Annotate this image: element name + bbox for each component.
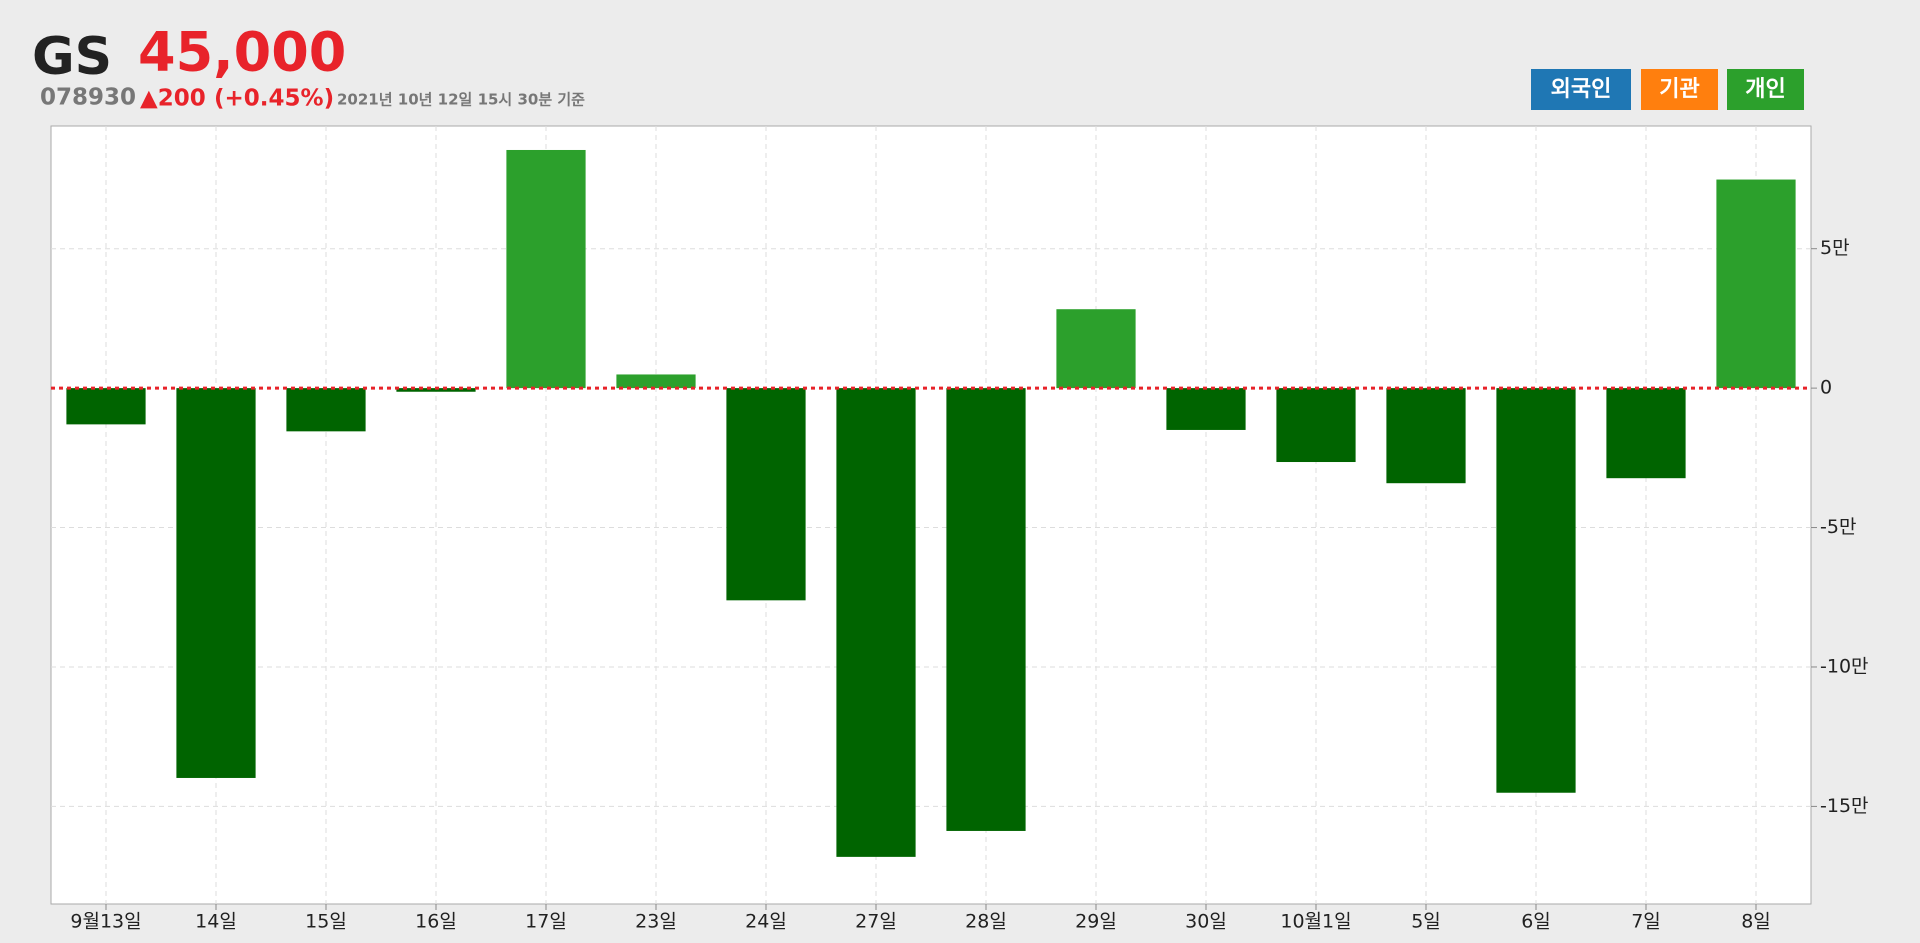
timestamp: 2021년 10년 12일 15시 30분 기준 bbox=[337, 91, 585, 109]
stock-code: 078930 bbox=[40, 85, 136, 111]
x-tick-label: 7일 bbox=[1631, 911, 1661, 933]
bar bbox=[396, 388, 476, 392]
x-tick-label: 10월1일 bbox=[1280, 911, 1351, 933]
legend-button-label[interactable]: 개인 bbox=[1745, 77, 1785, 102]
x-tick-label: 23일 bbox=[635, 911, 677, 933]
x-tick-label: 6일 bbox=[1521, 911, 1551, 933]
x-tick-label: 14일 bbox=[195, 911, 237, 933]
bar bbox=[616, 374, 696, 389]
x-tick-label: 28일 bbox=[965, 911, 1007, 933]
bar bbox=[66, 388, 146, 425]
bar bbox=[1386, 388, 1466, 484]
x-tick-label: 17일 bbox=[525, 911, 567, 933]
legend-button-label[interactable]: 기관 bbox=[1659, 77, 1699, 102]
x-tick-label: 30일 bbox=[1185, 911, 1227, 933]
price-change: ▲200 bbox=[140, 86, 206, 112]
bar bbox=[1496, 388, 1576, 793]
bar bbox=[176, 388, 256, 778]
x-tick-label: 24일 bbox=[745, 911, 787, 933]
bar bbox=[286, 388, 366, 432]
x-tick-label: 5일 bbox=[1411, 911, 1441, 933]
y-tick-label: 0 bbox=[1820, 377, 1832, 399]
x-tick-label: 27일 bbox=[855, 911, 897, 933]
stock-name: GS bbox=[32, 27, 112, 87]
bar bbox=[726, 388, 806, 601]
legend-button[interactable] bbox=[1727, 69, 1804, 110]
legend-button-label[interactable]: 외국인 bbox=[1551, 77, 1612, 102]
y-tick-label: -15만 bbox=[1820, 795, 1869, 817]
y-tick-label: -10만 bbox=[1820, 655, 1869, 677]
bar bbox=[506, 149, 586, 389]
stock-price: 45,000 bbox=[138, 21, 346, 84]
bar bbox=[836, 388, 916, 857]
bar bbox=[1166, 388, 1246, 430]
price-change-pct: (+0.45%) bbox=[214, 86, 334, 112]
legend-button[interactable] bbox=[1531, 69, 1631, 110]
legend-button[interactable] bbox=[1641, 69, 1718, 110]
y-tick-label: -5만 bbox=[1820, 516, 1856, 538]
x-tick-label: 8일 bbox=[1741, 911, 1771, 933]
bar bbox=[1716, 179, 1796, 389]
x-tick-label: 15일 bbox=[305, 911, 347, 933]
bar bbox=[1276, 388, 1356, 463]
x-tick-label: 16일 bbox=[415, 911, 457, 933]
x-tick-label: 9월13일 bbox=[70, 911, 141, 933]
bar bbox=[946, 388, 1026, 831]
bar bbox=[1606, 388, 1686, 479]
x-tick-label: 29일 bbox=[1075, 911, 1117, 933]
bar bbox=[1056, 309, 1136, 389]
y-tick-label: 5만 bbox=[1820, 237, 1850, 259]
